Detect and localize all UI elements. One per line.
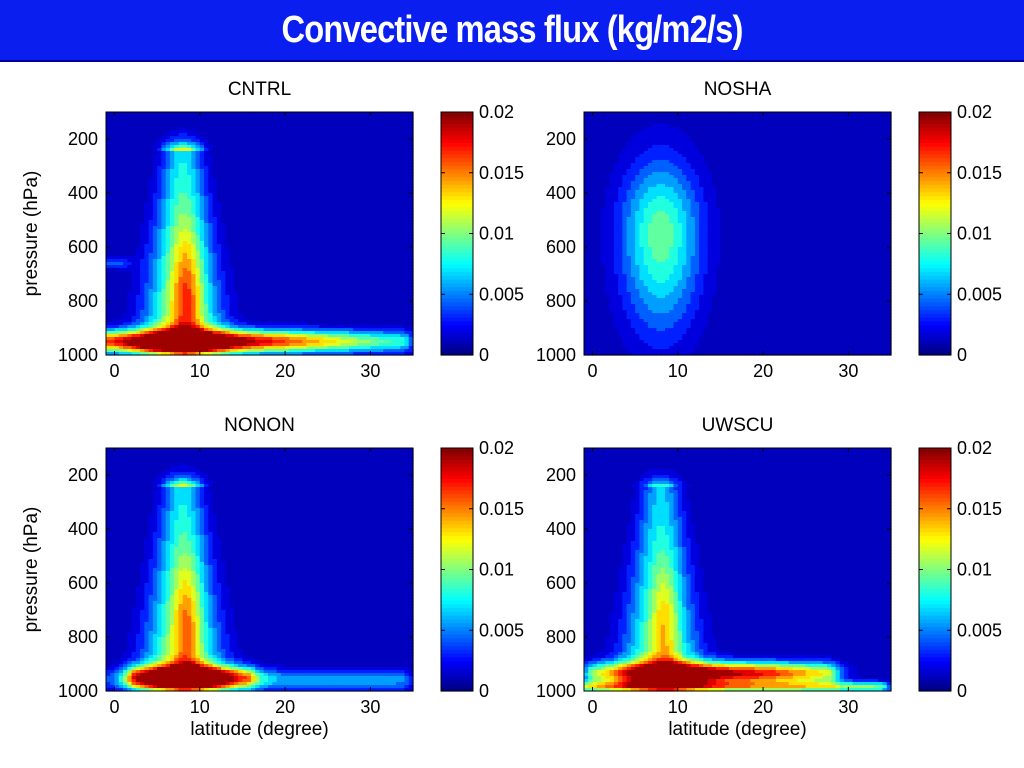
slide: Convective mass flux (kg/m2/s) CNTRL 0 10 2… — [0, 0, 1024, 768]
slide-title: Convective mass flux (kg/m2/s) — [282, 9, 743, 52]
heatmap-cells — [106, 112, 414, 356]
title-bar: Convective mass flux (kg/m2/s) — [0, 0, 1024, 62]
